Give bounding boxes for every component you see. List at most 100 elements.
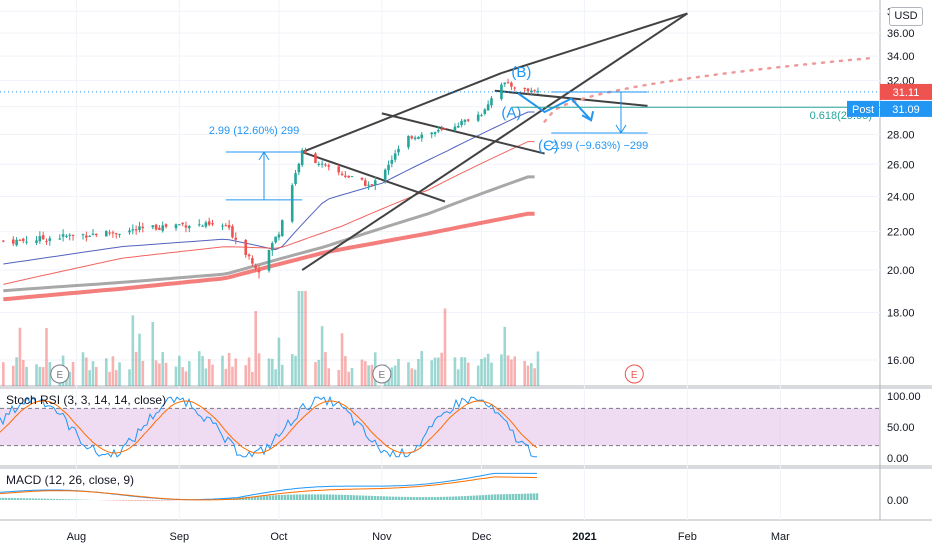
volume-bar [500, 354, 503, 386]
candle-body [490, 98, 493, 105]
candle-body [351, 176, 354, 177]
candle-body [82, 234, 85, 235]
volume-bar [274, 369, 277, 386]
macd-histogram-bar [308, 494, 310, 500]
volume-bar [364, 361, 367, 386]
macd-histogram-bar [32, 498, 34, 500]
macd-histogram-bar [443, 497, 445, 500]
volume-bar [294, 356, 297, 386]
candle-body [118, 234, 121, 235]
volume-bar [537, 352, 540, 386]
macd-histogram-bar [14, 498, 16, 500]
macd-histogram-bar [518, 494, 520, 500]
volume-bar [361, 360, 364, 386]
macd-histogram-bar [440, 497, 442, 500]
volume-bar [324, 352, 327, 386]
candle-body [62, 234, 65, 236]
candle-body [205, 222, 208, 226]
macd-histogram-bar [347, 495, 349, 500]
candle-body [151, 225, 154, 227]
macd-histogram-bar [134, 500, 136, 501]
candle-body [15, 240, 18, 245]
candle-body [65, 236, 68, 237]
downtrend-line-short [302, 152, 445, 202]
candle-body [327, 165, 330, 166]
volume-bar [88, 370, 91, 386]
macd-histogram-bar [431, 497, 433, 500]
macd-histogram-bar [395, 497, 397, 500]
candle-body [115, 233, 118, 234]
volume-bar [188, 361, 191, 386]
time-tick-label: Dec [472, 531, 492, 543]
volume-bar [115, 370, 118, 386]
volume-bar [141, 361, 144, 386]
macd-histogram-bar [500, 494, 502, 500]
candle-body [158, 228, 161, 230]
volume-bar [205, 368, 208, 386]
candle-body [444, 128, 447, 129]
candle-body [298, 164, 301, 172]
volume-bar [201, 356, 204, 386]
macd-histogram-bar [161, 500, 163, 501]
macd-histogram-bar [449, 497, 451, 500]
macd-histogram-bar [533, 493, 535, 500]
currency-badge[interactable]: USD [889, 7, 923, 26]
volume-bar [12, 366, 15, 386]
candle-body [437, 130, 440, 132]
volume-bar [244, 365, 247, 386]
macd-histogram-bar [473, 496, 475, 500]
volume-bar [467, 363, 470, 386]
price-tick-label: 34.00 [887, 51, 915, 63]
macd-histogram-bar [272, 495, 274, 500]
candle-body [304, 151, 307, 153]
candle-body [95, 234, 98, 235]
stoch-tick-label: 50.00 [887, 422, 915, 434]
candle-body [2, 241, 5, 242]
macd-histogram-bar [371, 496, 373, 500]
candle-body [434, 132, 437, 134]
candle-body [487, 104, 490, 110]
volume-bar [291, 354, 294, 386]
candle-body [533, 90, 536, 91]
volume-bar [105, 358, 108, 386]
volume-bar [327, 368, 330, 386]
volume-bar [527, 366, 530, 386]
candle-body [361, 178, 364, 180]
volume-bar [444, 308, 447, 386]
macd-histogram-bar [56, 499, 58, 500]
candle-body [387, 165, 390, 171]
candle-body [410, 136, 413, 138]
candle-body [317, 164, 320, 165]
stoch-band-fill [0, 408, 880, 445]
macd-histogram-bar [47, 499, 49, 500]
volume-bar [507, 355, 510, 386]
macd-histogram-bar [71, 499, 73, 500]
candle-body [271, 243, 274, 250]
macd-histogram-bar [383, 496, 385, 500]
volume-bar [271, 359, 274, 386]
volume-bar [278, 338, 281, 386]
candle-body [457, 126, 460, 128]
candle-body [165, 224, 168, 226]
volume-bar [35, 364, 38, 386]
volume-bar [321, 326, 324, 386]
macd-histogram-bar [380, 496, 382, 500]
candle-body [141, 227, 144, 228]
volume-bar [175, 366, 178, 386]
candle-body [417, 137, 420, 139]
candle-body [384, 170, 387, 180]
volume-bar [248, 357, 251, 386]
volume-bar [95, 367, 98, 386]
candle-body [221, 226, 224, 227]
candle-body [68, 235, 71, 236]
candle-body [291, 185, 294, 221]
stoch-rsi-pane: Stoch RSI (3, 3, 14, 14, close) [0, 393, 880, 457]
volume-bar [151, 322, 154, 386]
candle-body [258, 270, 261, 272]
volume-bar [158, 363, 161, 386]
macd-histogram-bar [353, 495, 355, 500]
volume-bar [434, 358, 437, 386]
candle-body [527, 89, 530, 92]
